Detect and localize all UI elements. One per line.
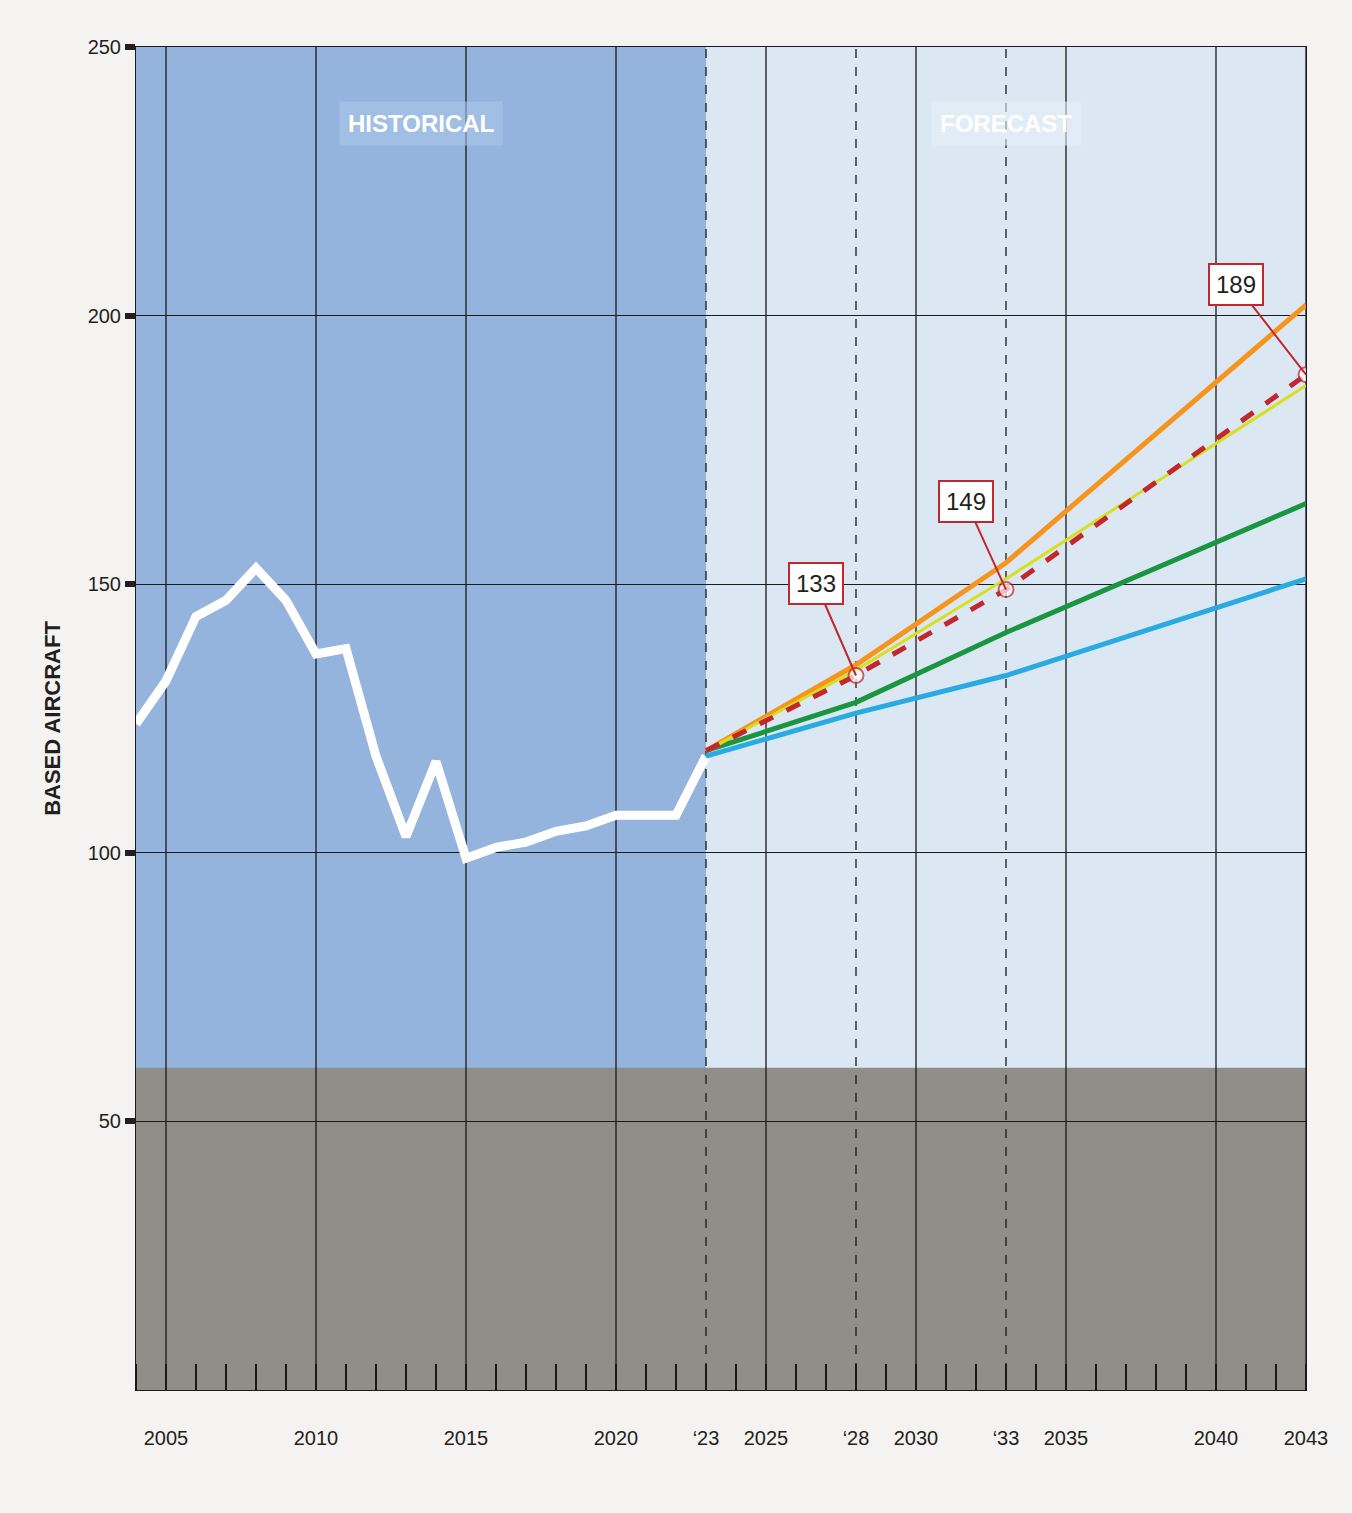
svg-text:200: 200	[88, 305, 121, 327]
svg-text:2005: 2005	[144, 1427, 189, 1449]
svg-text:‘23: ‘23	[693, 1427, 720, 1449]
svg-text:100: 100	[88, 842, 121, 864]
svg-text:150: 150	[88, 573, 121, 595]
svg-text:2030: 2030	[894, 1427, 939, 1449]
svg-text:FORECAST: FORECAST	[940, 110, 1072, 137]
svg-text:50: 50	[99, 1110, 121, 1132]
svg-text:HISTORICAL: HISTORICAL	[348, 110, 494, 137]
svg-text:‘28: ‘28	[843, 1427, 870, 1449]
svg-text:133: 133	[796, 570, 836, 597]
svg-text:2025: 2025	[744, 1427, 789, 1449]
svg-text:BASED AIRCRAFT: BASED AIRCRAFT	[40, 621, 65, 816]
svg-text:‘33: ‘33	[993, 1427, 1020, 1449]
svg-text:149: 149	[946, 488, 986, 515]
svg-text:2020: 2020	[594, 1427, 639, 1449]
svg-text:2010: 2010	[294, 1427, 339, 1449]
svg-text:2035: 2035	[1044, 1427, 1089, 1449]
svg-text:2040: 2040	[1194, 1427, 1239, 1449]
svg-text:189: 189	[1216, 271, 1256, 298]
svg-text:2043: 2043	[1284, 1427, 1329, 1449]
svg-text:250: 250	[88, 36, 121, 58]
svg-text:2015: 2015	[444, 1427, 489, 1449]
